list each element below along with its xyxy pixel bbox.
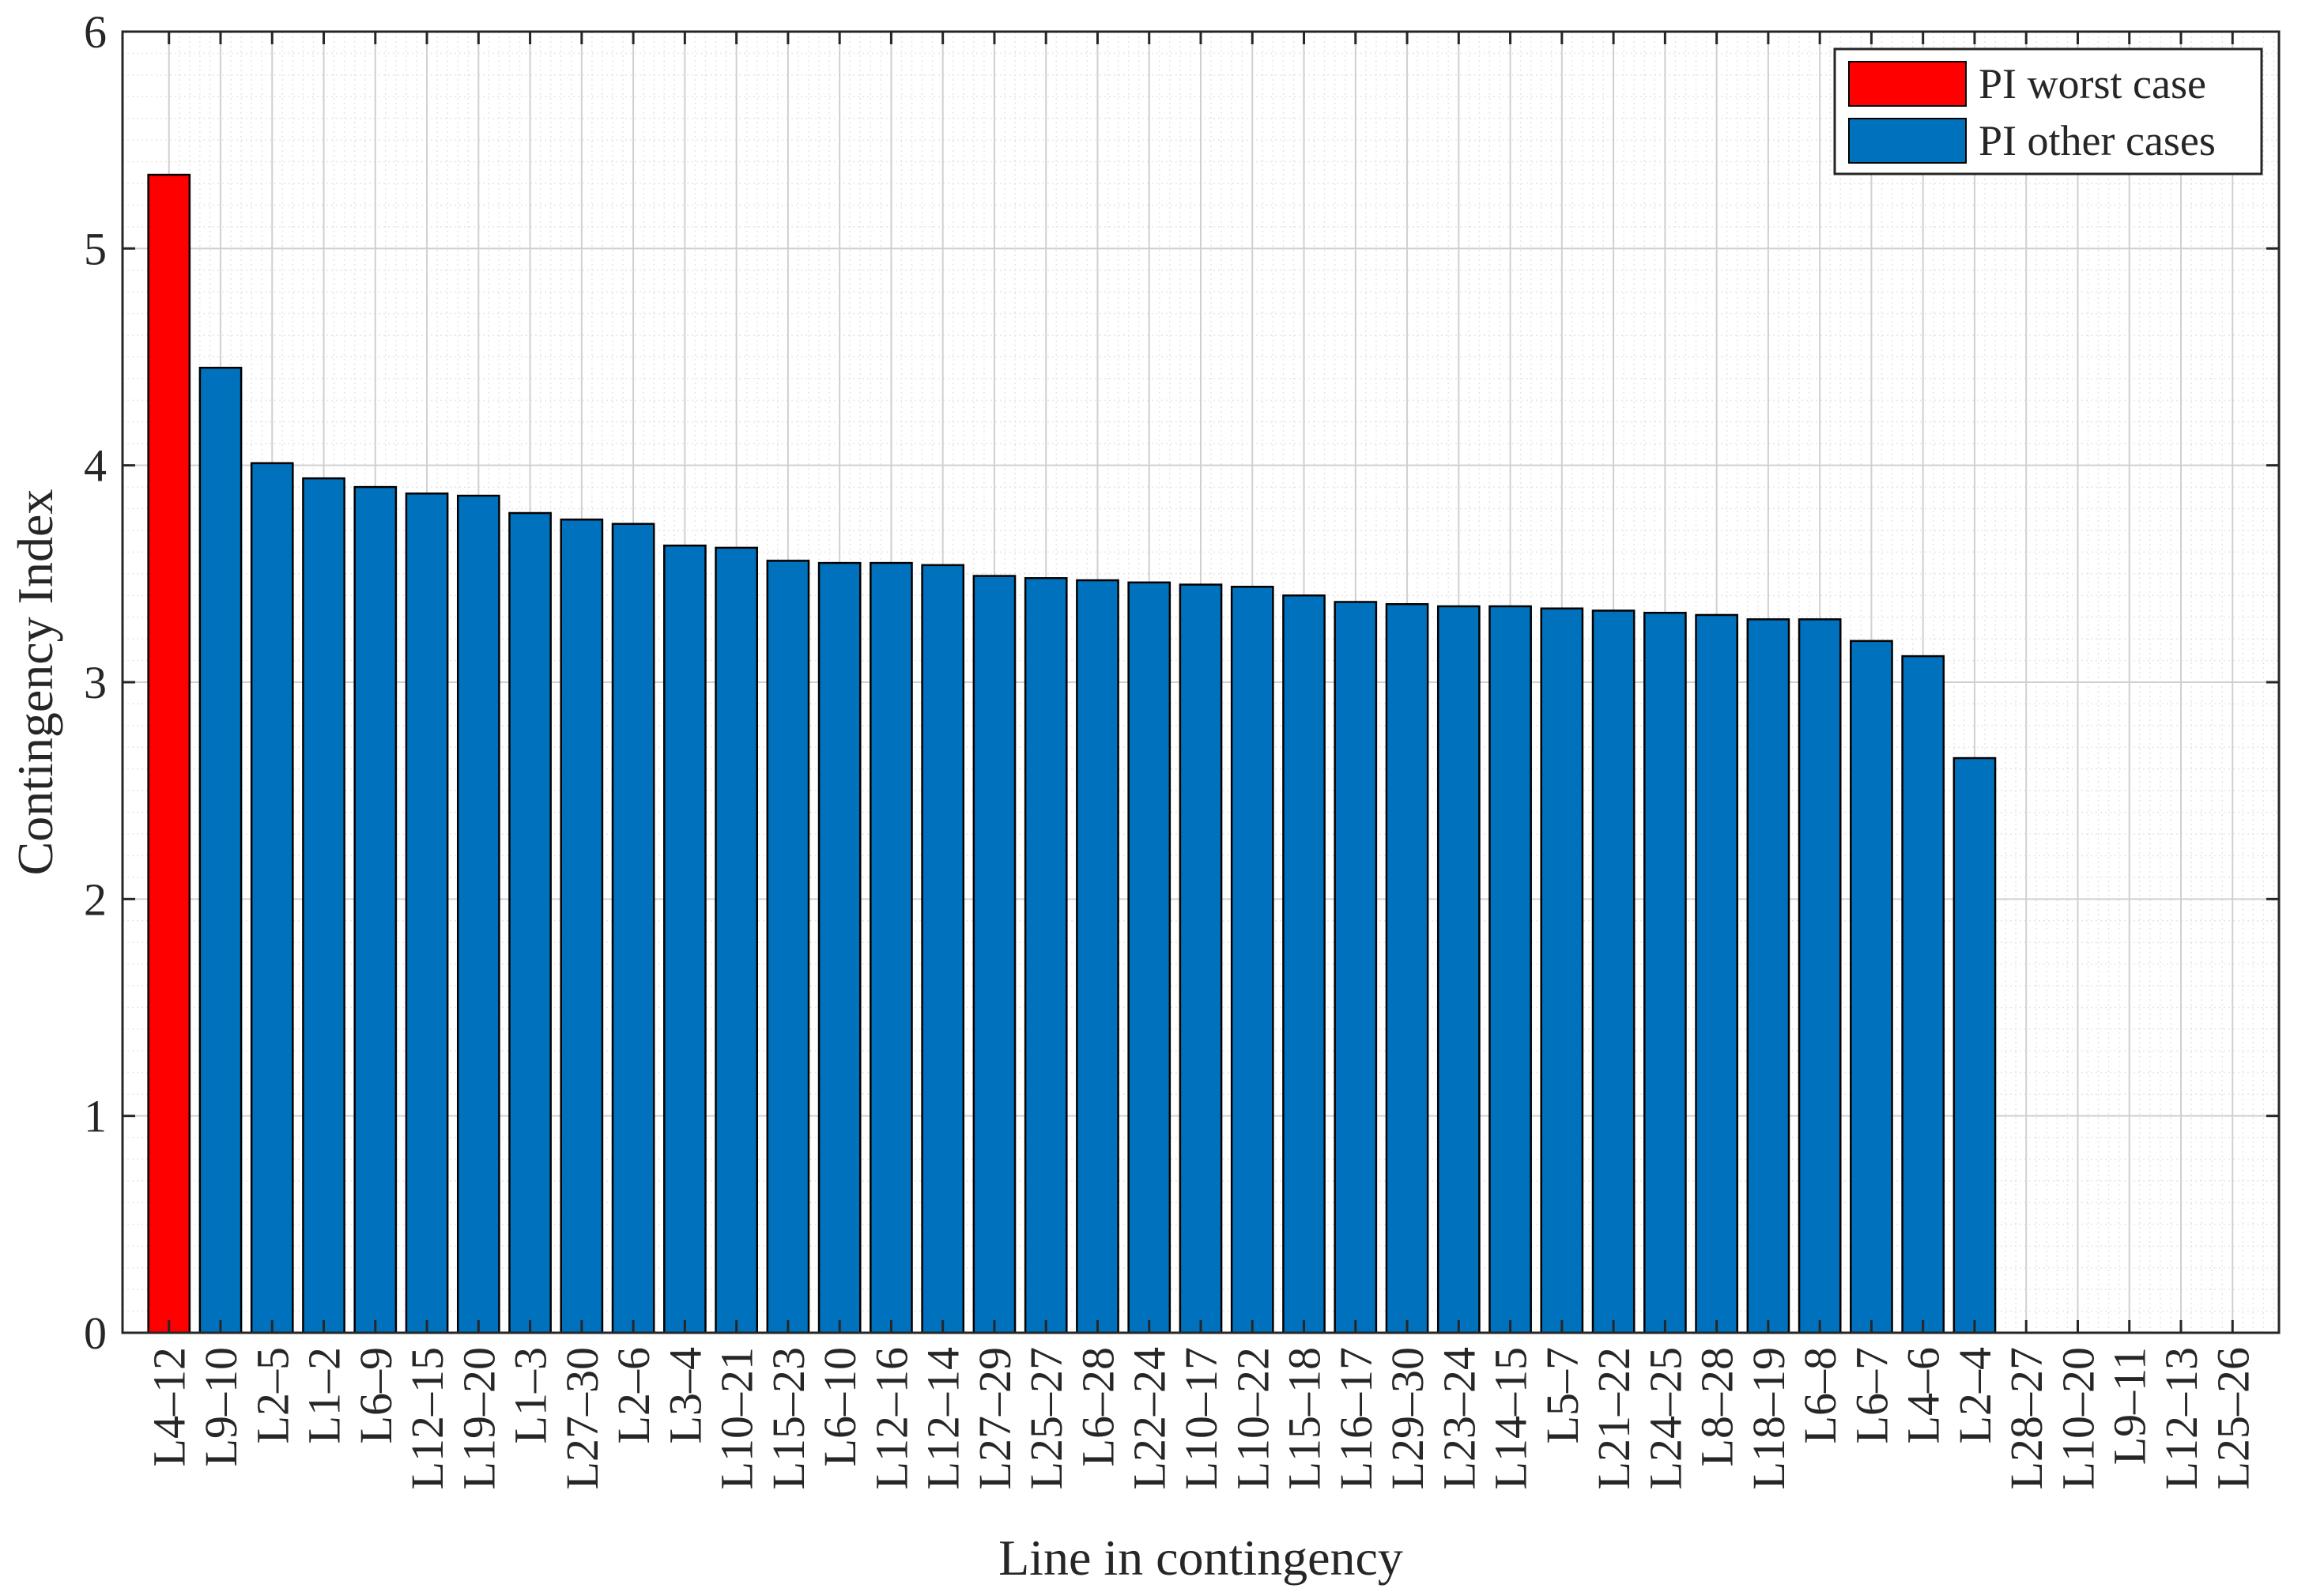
bar-other-case (1179, 583, 1223, 1334)
bar-other-case (1127, 581, 1171, 1334)
bar-other-case (1952, 756, 1997, 1334)
x-tick-label: L10–21 (711, 1347, 763, 1489)
bar-other-case (1798, 618, 1842, 1334)
x-tick-label: L9–11 (2104, 1347, 2156, 1465)
y-axis-ticks: 0 1 2 3 4 5 6 (84, 6, 2279, 1359)
x-tick-label: L4–6 (1898, 1347, 1949, 1443)
bar-other-case (766, 560, 810, 1334)
y-tick-label: 1 (84, 1091, 107, 1142)
bar-other-case (1901, 655, 1945, 1334)
x-tick-label: L19–20 (453, 1347, 504, 1489)
x-tick-label: L2–6 (608, 1347, 659, 1443)
x-tick-label: L2–4 (1949, 1347, 2001, 1443)
legend-label-other-cases: PI other cases (1979, 117, 2216, 164)
bar-other-case (715, 546, 758, 1334)
x-tick-label: L6–28 (1072, 1347, 1123, 1466)
bar-other-case (1540, 607, 1584, 1334)
x-tick-label: L12–14 (918, 1347, 969, 1489)
bar-other-case (1591, 609, 1636, 1334)
bar-other-case (921, 564, 965, 1334)
bar-other-case (1334, 601, 1378, 1334)
bar-other-case (1024, 577, 1068, 1334)
y-tick-label: 3 (84, 657, 107, 708)
x-tick-label: L12–16 (866, 1347, 917, 1489)
x-tick-label: L24–25 (1639, 1347, 1691, 1489)
legend-label-worst-case: PI worst case (1979, 60, 2206, 108)
x-tick-label: L9–10 (195, 1347, 247, 1466)
bar-other-case (1643, 611, 1687, 1334)
x-tick-label: L4–12 (144, 1347, 195, 1466)
bar-other-case (1850, 640, 1893, 1334)
x-tick-label: L3–4 (659, 1347, 711, 1443)
bar-other-case (1695, 613, 1738, 1334)
bar-other-case (611, 523, 655, 1334)
y-tick-label: 2 (84, 873, 107, 925)
bar-other-case (663, 544, 707, 1334)
bar-worst-case (147, 173, 191, 1334)
x-tick-label: L14–15 (1485, 1347, 1537, 1489)
bar-other-case (1488, 605, 1532, 1334)
bar-other-case (456, 494, 500, 1334)
x-tick-label: L25–27 (1021, 1347, 1072, 1489)
x-tick-label: L15–23 (763, 1347, 814, 1489)
y-tick-label: 4 (84, 440, 107, 492)
x-tick-label: L10–22 (1227, 1347, 1278, 1489)
x-tick-label: L21–22 (1588, 1347, 1639, 1489)
bar-other-case (405, 492, 449, 1334)
x-axis-ticks: L4–12 L9–10 L2–5 L1–2 L6–9 L12–15 L19–20 L1–3 L2… (144, 32, 2258, 1489)
legend-swatch-other-cases (1848, 118, 1967, 164)
x-tick-label: L2–5 (247, 1347, 298, 1443)
bar-other-case (1746, 618, 1790, 1334)
x-tick-label: L15–18 (1279, 1347, 1330, 1489)
x-tick-label: L12–13 (2156, 1347, 2207, 1489)
y-tick-label: 5 (84, 223, 107, 274)
x-tick-label: L6–7 (1846, 1347, 1897, 1443)
x-tick-label: L29–30 (1382, 1347, 1433, 1489)
x-tick-label: L5–7 (1537, 1347, 1588, 1443)
x-tick-label: L8–28 (1692, 1347, 1743, 1466)
x-tick-label: L23–24 (1433, 1347, 1485, 1489)
bar-other-case (1230, 586, 1274, 1334)
bar-other-case (198, 366, 243, 1334)
x-tick-label: L1–3 (505, 1347, 556, 1443)
legend: PI worst case PI other cases (1833, 47, 2263, 175)
bar-other-case (508, 511, 552, 1334)
x-tick-label: L6–10 (814, 1347, 866, 1466)
x-tick-label: L25–26 (2207, 1347, 2258, 1489)
x-tick-label: L22–24 (1124, 1347, 1175, 1489)
bar-other-case (972, 575, 1017, 1334)
x-tick-label: L10–20 (2052, 1347, 2103, 1489)
bar-other-case (302, 477, 345, 1334)
x-tick-label: L6–8 (1794, 1347, 1846, 1443)
bar-other-case (560, 519, 604, 1334)
bar-other-case (250, 462, 294, 1334)
x-tick-label: L27–30 (556, 1347, 608, 1489)
y-axis-label: Contingency Index (7, 489, 63, 876)
bar-other-case (817, 561, 862, 1334)
bar-other-case (1076, 579, 1119, 1334)
bar-other-case (1385, 602, 1429, 1334)
y-tick-label: 6 (84, 6, 107, 58)
x-tick-label: L6–9 (350, 1347, 402, 1443)
bar-other-case (353, 485, 398, 1334)
y-tick-label: 0 (84, 1307, 107, 1359)
bar-other-case (1282, 594, 1326, 1334)
x-tick-label: L18–19 (1743, 1347, 1794, 1489)
x-tick-label: L16–17 (1330, 1347, 1382, 1489)
bar-other-case (870, 561, 913, 1334)
legend-swatch-worst-case (1848, 61, 1967, 107)
x-tick-label: L27–29 (969, 1347, 1021, 1489)
x-axis-label: Line in contingency (998, 1530, 1403, 1586)
x-tick-label: L10–17 (1175, 1347, 1227, 1489)
x-tick-label: L12–15 (402, 1347, 453, 1489)
bar-other-case (1436, 605, 1481, 1334)
x-tick-label: L1–2 (299, 1347, 350, 1443)
x-tick-label: L28–27 (2001, 1347, 2052, 1489)
